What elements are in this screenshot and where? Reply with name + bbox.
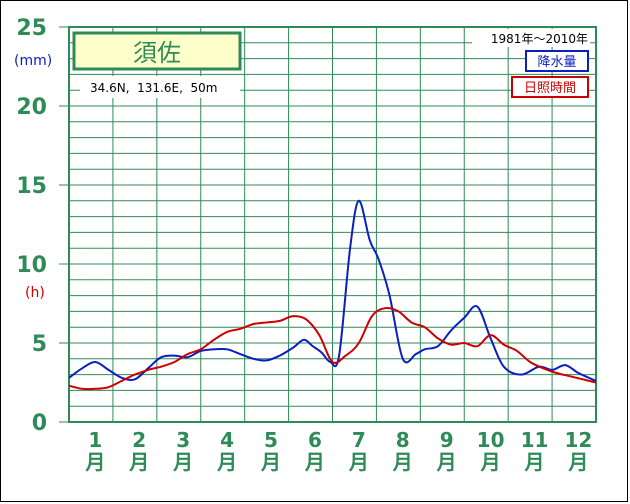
x-tick-label: 1	[88, 428, 102, 452]
x-tick-suffix: 月	[480, 450, 501, 474]
x-tick-suffix: 月	[128, 450, 149, 474]
sun-unit-label: (h)	[25, 285, 45, 301]
legend-sun-box	[511, 76, 589, 98]
x-tick-suffix: 月	[567, 450, 588, 474]
sunshine-line	[68, 307, 597, 391]
x-tick-label: 5	[264, 428, 278, 452]
period-label: 1981年〜2010年	[491, 32, 588, 46]
x-tick-label: 9	[440, 428, 454, 452]
precip-unit-label: (mm)	[14, 53, 52, 69]
x-tick-label: 12	[565, 428, 593, 452]
x-tick-label: 10	[477, 428, 505, 452]
x-tick-suffix: 月	[304, 450, 325, 474]
series-lines	[68, 199, 597, 391]
x-tick-suffix: 月	[348, 450, 369, 474]
y-tick-labels: 0 5 10 15 20 25	[16, 16, 47, 436]
x-tick-label: 4	[220, 428, 234, 452]
legend-precip-box	[525, 50, 589, 72]
x-tick-label: 6	[308, 428, 322, 452]
x-tick-suffix: 月	[392, 450, 413, 474]
legend-precip-label: 降水量	[537, 55, 576, 70]
y-tick-label: 15	[16, 174, 47, 199]
grid-lines	[59, 26, 597, 423]
x-tick-suffix: 月	[84, 450, 105, 474]
y-tick-label: 20	[16, 95, 47, 120]
station-coords: 34.6N, 131.6E, 50m	[90, 81, 217, 95]
station-name: 須佐	[133, 39, 181, 67]
x-tick-suffix: 月	[436, 450, 457, 474]
x-tick-label: 8	[396, 428, 410, 452]
precipitation-line	[68, 199, 597, 382]
x-tick-label: 3	[176, 428, 190, 452]
x-tick-label: 7	[352, 428, 366, 452]
y-tick-label: 5	[32, 332, 47, 357]
x-tick-suffix: 月	[216, 450, 237, 474]
y-tick-label: 10	[16, 253, 47, 278]
coords-background	[80, 76, 240, 98]
legend-sun-label: 日照時間	[524, 81, 576, 96]
x-tick-suffix: 月	[524, 450, 545, 474]
station-box	[72, 31, 242, 71]
period-background	[472, 29, 590, 47]
x-tick-label: 2	[132, 428, 146, 452]
y-tick-label: 0	[32, 411, 47, 436]
y-tick-label: 25	[16, 16, 47, 41]
x-tick-suffix: 月	[260, 450, 281, 474]
x-tick-suffix: 月	[172, 450, 193, 474]
x-tick-label: 11	[521, 428, 549, 452]
